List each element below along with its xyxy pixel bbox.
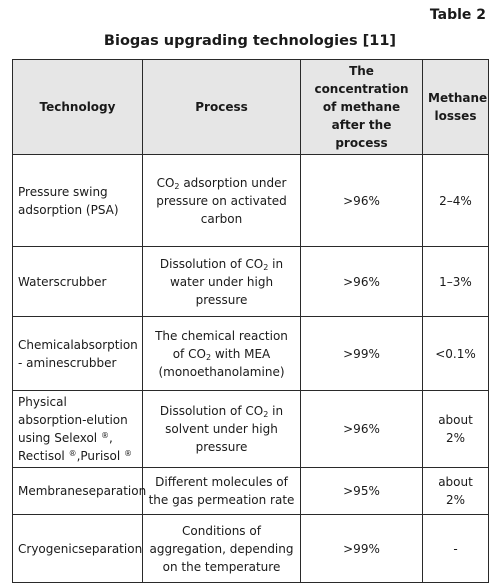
cell-losses: about 2% [422,390,489,468]
header-concentration: The concentration of methane after the p… [300,59,423,155]
cell-technology: Chemicalabsorption - aminescrubber [12,316,143,391]
table-row: Physical absorption-elution using Selexo… [12,390,489,468]
cell-technology: Pressure swing adsorption (PSA) [12,154,143,247]
table-row: Waterscrubber Dissolution of CO2 in wate… [12,246,489,317]
cell-technology: Waterscrubber [12,246,143,317]
cell-concentration: >96% [300,246,423,317]
cell-concentration: >95% [300,467,423,515]
table-row: Membraneseparation Different molecules o… [12,467,489,515]
cell-technology: Physical absorption-elution using Selexo… [12,390,143,468]
table-row: Pressure swing adsorption (PSA) CO2 adso… [12,154,489,247]
cell-concentration: >99% [300,316,423,391]
table-row: Chemicalabsorption - aminescrubber The c… [12,316,489,391]
table-title: Biogas upgrading technologies [11] [103,33,397,49]
header-row: Technology Process The concentration of … [12,59,489,155]
cell-losses: <0.1% [422,316,489,391]
cell-process: Dissolution of CO2 in water under high p… [142,246,301,317]
table-number: Table 2 [429,7,486,23]
cell-technology: Cryogenicseparation [12,514,143,583]
cell-concentration: >99% [300,514,423,583]
biogas-table: Technology Process The concentration of … [12,59,489,583]
header-technology: Technology [12,59,143,155]
cell-losses: about 2% [422,467,489,515]
cell-concentration: >96% [300,154,423,247]
cell-process: Dissolution of CO2 in solvent under high… [142,390,301,468]
header-process: Process [142,59,301,155]
cell-process: Conditions of aggregation, depending on … [142,514,301,583]
cell-losses: - [422,514,489,583]
cell-process: Different molecules of the gas permeatio… [142,467,301,515]
cell-process: CO2 adsorption under pressure on activat… [142,154,301,247]
cell-losses: 1–3% [422,246,489,317]
header-losses: Methane losses [422,59,489,155]
table-row: Cryogenicseparation Conditions of aggreg… [12,514,489,583]
cell-losses: 2–4% [422,154,489,247]
cell-concentration: >96% [300,390,423,468]
cell-technology: Membraneseparation [12,467,146,515]
cell-process: The chemical reaction of CO2 with MEA (m… [142,316,301,391]
